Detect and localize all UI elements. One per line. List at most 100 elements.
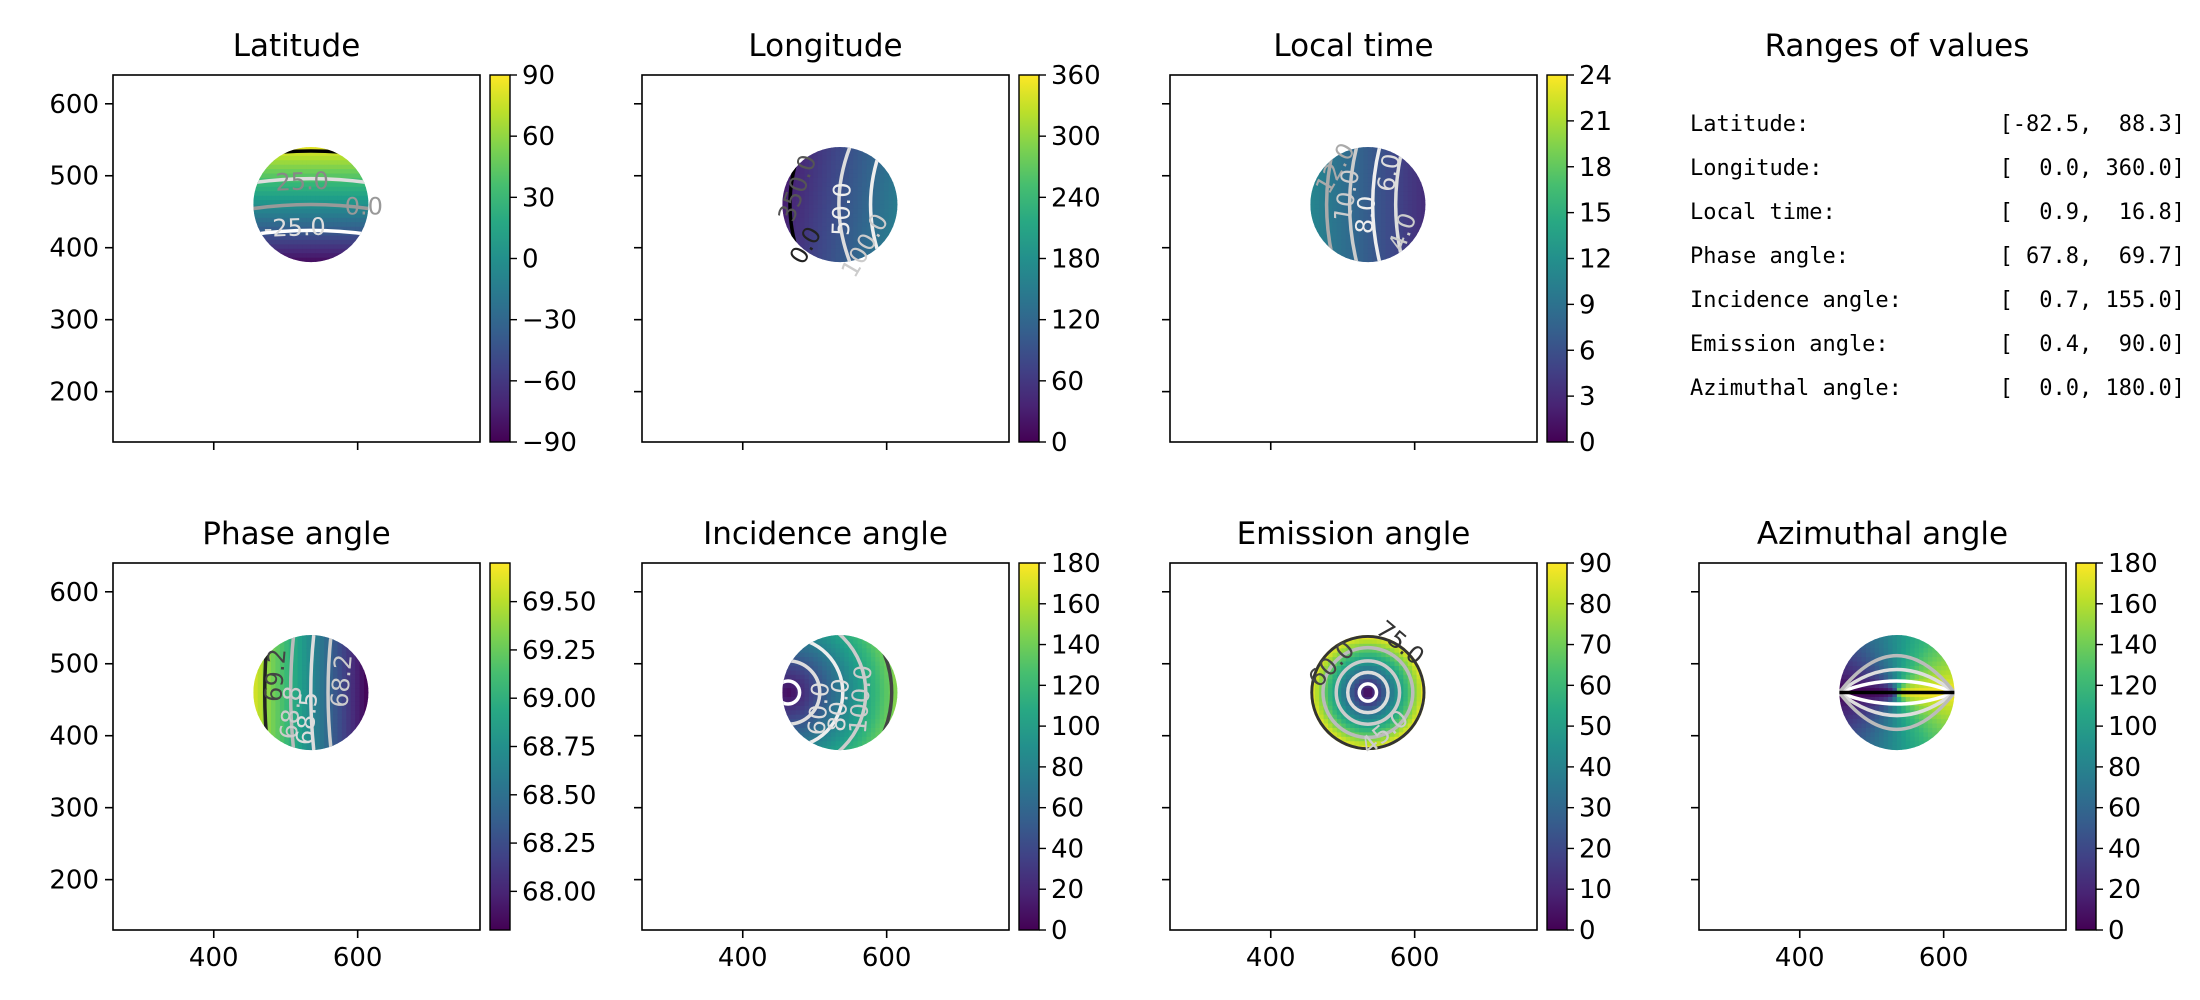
contour-label: 0.0 <box>345 192 383 220</box>
colorbar-tick-label: 180 <box>2108 549 2158 579</box>
colorbar-tick-label: 360 <box>1051 61 1101 91</box>
colorbar-tick-label: 9 <box>1579 290 1596 320</box>
contour-label: 68.8 <box>275 685 308 741</box>
disk-image <box>1839 634 1955 751</box>
range-value: [ 0.0, 180.0] <box>2000 376 2185 401</box>
colorbar-tick-label: 15 <box>1579 199 1612 229</box>
colorbar-tick-label: 100 <box>1051 712 1101 742</box>
chart-title: Longitude <box>748 28 902 64</box>
colorbar-tick-label: 0 <box>2108 916 2125 946</box>
colorbar-tick-label: −60 <box>522 367 577 397</box>
ranges-panel: Ranges of values Latitude: [-82.5, 88.3] L… <box>1690 28 2185 401</box>
colorbar-tick-label: 69.50 <box>522 588 596 618</box>
contour-label: 68.2 <box>325 653 358 709</box>
colorbar-tick-label: 40 <box>2108 834 2141 864</box>
ranges-title: Ranges of values <box>1765 28 2030 64</box>
colorbar-tick-label: 60 <box>1579 671 1612 701</box>
y-tick-label: 400 <box>49 722 99 752</box>
contour-label: 68.5 <box>291 691 324 747</box>
y-tick-label: 600 <box>49 578 99 608</box>
y-tick-label: 200 <box>49 378 99 408</box>
chart-title: Latitude <box>233 28 361 64</box>
colorbar-tick-label: 140 <box>2108 631 2158 661</box>
range-label: Azimuthal angle: <box>1690 376 1902 401</box>
colorbar-tick-label: 140 <box>1051 631 1101 661</box>
contour-lines <box>262 634 333 751</box>
y-tick-label: 500 <box>49 162 99 192</box>
colorbar-tick-label: 60 <box>522 122 555 152</box>
range-label: Longitude: <box>1690 156 1822 181</box>
disk-image <box>1310 634 1426 751</box>
chart-title: Phase angle <box>202 516 390 552</box>
colorbar-tick-label: 100 <box>2108 712 2158 742</box>
x-tick-label: 600 <box>862 943 912 973</box>
colorbar-tick-label: 60 <box>1051 367 1084 397</box>
y-tick-label: 200 <box>49 866 99 896</box>
colorbar-tick-label: 120 <box>2108 671 2158 701</box>
chart-title: Incidence angle <box>703 516 948 552</box>
colorbar-tick-label: 21 <box>1579 107 1612 137</box>
colorbar-tick-label: 40 <box>1579 753 1612 783</box>
range-value: [ 0.4, 90.0] <box>2000 332 2185 357</box>
colorbar <box>1018 562 1040 931</box>
contour-label: 50.0 <box>827 182 857 236</box>
colorbar-tick-label: 160 <box>2108 590 2158 620</box>
x-tick-label: 400 <box>1246 943 1296 973</box>
colorbar-tick-label: 10 <box>1579 875 1612 905</box>
colorbar-tick-label: 68.75 <box>522 733 596 763</box>
range-label: Phase angle: <box>1690 244 1849 269</box>
disk-image <box>253 146 369 263</box>
x-tick-label: 600 <box>1390 943 1440 973</box>
colorbar-tick-label: −30 <box>522 306 577 336</box>
range-value: [ 67.8, 69.7] <box>2000 244 2185 269</box>
colorbar <box>1018 74 1040 443</box>
range-label: Incidence angle: <box>1690 288 1902 313</box>
colorbar-tick-label: 68.25 <box>522 829 596 859</box>
colorbar-tick-label: 20 <box>1051 875 1084 905</box>
range-value: [ 0.9, 16.8] <box>2000 200 2185 225</box>
chart-panel-3: Phase angle 69.268.868.568.2 400 600 200 300 4… <box>49 516 596 973</box>
chart-title: Local time <box>1273 28 1433 64</box>
colorbar-tick-label: 180 <box>1051 549 1101 579</box>
colorbar-tick-label: 0 <box>1051 428 1068 458</box>
colorbar-tick-label: 69.00 <box>522 684 596 714</box>
chart-title: Azimuthal angle <box>1757 516 2008 552</box>
colorbar-tick-label: 80 <box>2108 753 2141 783</box>
contour-lines <box>1310 634 1426 751</box>
range-value: [ 0.0, 360.0] <box>2000 156 2185 181</box>
colorbar-tick-label: 20 <box>2108 875 2141 905</box>
x-tick-label: 600 <box>333 943 383 973</box>
colorbar-tick-label: 0 <box>1579 916 1596 946</box>
colorbar-tick-label: 30 <box>1579 794 1612 824</box>
y-tick-label: 400 <box>49 234 99 264</box>
colorbar-tick-label: 120 <box>1051 306 1101 336</box>
colorbar-tick-label: 70 <box>1579 631 1612 661</box>
colorbar-tick-label: 80 <box>1579 590 1612 620</box>
range-label: Local time: <box>1690 200 1836 225</box>
chart-title: Emission angle <box>1237 516 1471 552</box>
y-tick-label: 600 <box>49 90 99 120</box>
range-label: Emission angle: <box>1690 332 1889 357</box>
contour-label: 6.0 <box>1372 151 1406 193</box>
contour-label: 100.0 <box>844 664 878 735</box>
colorbar-tick-label: 18 <box>1579 153 1612 183</box>
chart-panel-0: Latitude25.0-25.00.020030040050060090603… <box>49 28 577 458</box>
contour-label: -25.0 <box>263 213 326 243</box>
disk-image <box>253 634 369 751</box>
colorbar-tick-label: 3 <box>1579 382 1596 412</box>
range-label: Latitude: <box>1690 112 1809 137</box>
colorbar-tick-label: 20 <box>1579 834 1612 864</box>
colorbar <box>1546 74 1568 443</box>
x-tick-label: 400 <box>718 943 768 973</box>
disk-image <box>1310 146 1426 263</box>
colorbar-tick-label: 180 <box>1051 245 1101 275</box>
x-tick-label: 600 <box>1919 943 1969 973</box>
colorbar-tick-label: 90 <box>522 61 555 91</box>
colorbar-tick-label: 40 <box>1051 834 1084 864</box>
colorbar-tick-label: 160 <box>1051 590 1101 620</box>
